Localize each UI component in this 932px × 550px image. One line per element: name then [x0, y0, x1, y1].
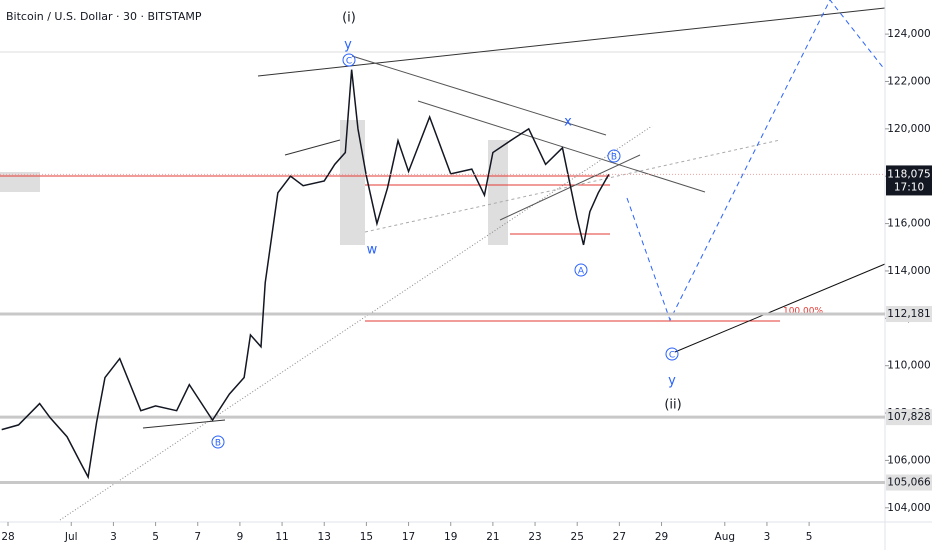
wave-label: C — [346, 57, 352, 67]
price-label: 107,828 — [887, 411, 930, 423]
x-tick-label: 23 — [528, 531, 541, 543]
x-tick-label: 21 — [486, 531, 499, 543]
last-price-label: 118,075 — [887, 168, 930, 180]
wave-label: y — [344, 38, 352, 53]
wave-label: C — [669, 351, 675, 361]
wave-label: x — [564, 115, 572, 130]
chart-title: Bitcoin / U.S. Dollar · 30 · BITSTAMP — [6, 10, 202, 23]
wave-label: (ii) — [664, 398, 681, 413]
wave-circle — [665, 347, 679, 361]
x-tick-label: 28 — [1, 531, 14, 543]
wave-label: B — [611, 153, 617, 163]
volume-profile — [340, 120, 365, 245]
price-label-box — [886, 409, 932, 426]
trend-line — [351, 55, 607, 136]
projection — [626, 0, 886, 322]
x-tick-label: 27 — [613, 531, 626, 543]
fib-label: 100.00% — [783, 307, 823, 317]
trend-line — [142, 419, 226, 429]
trend-line — [417, 100, 706, 193]
trend-line — [257, 7, 886, 77]
x-tick-label: 29 — [655, 531, 668, 543]
last-price-box — [886, 165, 932, 196]
wave-label: w — [367, 243, 378, 258]
x-tick-label: 7 — [194, 531, 201, 543]
trend-line — [674, 263, 886, 353]
price-label-box — [886, 474, 932, 491]
wave-label: B — [215, 439, 221, 449]
trend-line — [284, 139, 341, 156]
y-tick-label: 106,000 — [887, 454, 930, 466]
price-line-series — [1, 69, 610, 480]
x-tick-label: 5 — [152, 531, 159, 543]
y-tick-label: 104,000 — [887, 502, 930, 514]
price-label-box — [886, 306, 932, 323]
y-tick-label: 110,000 — [887, 360, 930, 372]
x-tick-label: 3 — [764, 531, 771, 543]
y-tick-label: 124,000 — [887, 28, 930, 40]
x-tick-label: 11 — [275, 531, 288, 543]
x-tick-label: 15 — [360, 531, 373, 543]
wave-circle — [574, 263, 588, 277]
wave-circle — [607, 149, 621, 163]
wave-label: (i) — [342, 11, 356, 26]
x-tick-label: 9 — [237, 531, 244, 543]
volume-profile — [488, 140, 508, 245]
y-tick-label: 114,000 — [887, 265, 930, 277]
x-tick-label: 5 — [806, 531, 813, 543]
y-tick-label: 116,000 — [887, 218, 930, 230]
wave-circle — [211, 435, 225, 449]
y-tick-label: 120,000 — [887, 123, 930, 135]
x-tick-label: 25 — [571, 531, 584, 543]
wave-label: A — [578, 267, 585, 277]
x-tick-label: 3 — [110, 531, 117, 543]
x-tick-label: Jul — [64, 531, 78, 543]
wave-label: y — [668, 374, 676, 389]
y-tick-label: 122,000 — [887, 75, 930, 87]
price-label: 105,066 — [887, 477, 931, 489]
x-tick-label: 13 — [318, 531, 331, 543]
countdown-label: 17:10 — [894, 181, 924, 193]
wave-circle — [342, 53, 356, 67]
x-tick-label: 19 — [444, 531, 457, 543]
volume-profile — [0, 172, 40, 192]
x-tick-label: 17 — [402, 531, 415, 543]
price-label: 112,181 — [887, 308, 930, 320]
x-tick-label: Aug — [715, 531, 736, 543]
